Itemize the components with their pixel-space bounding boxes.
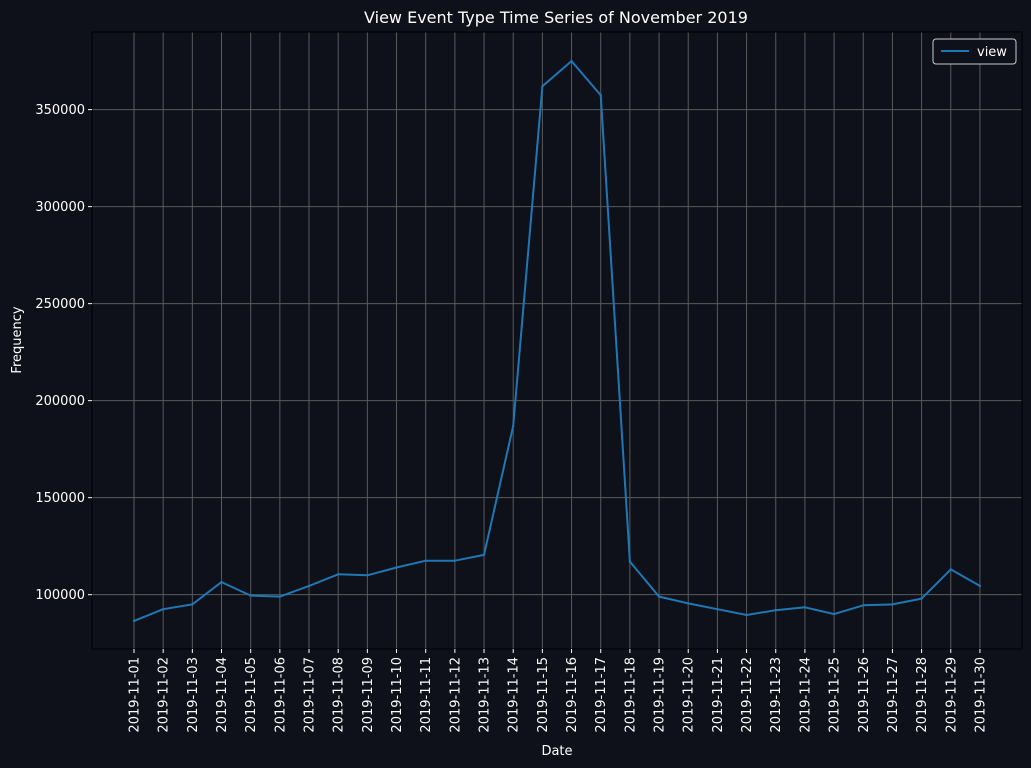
series-line-view — [133, 60, 981, 622]
y-tick-label: 250000 — [35, 297, 85, 312]
data-point — [628, 560, 632, 563]
x-tick-label: 2019-11-09 — [361, 657, 376, 733]
data-point — [599, 93, 602, 97]
x-tick-label: 2019-11-07 — [303, 657, 318, 733]
data-point — [366, 574, 369, 577]
plot-frame — [91, 31, 1023, 650]
data-point — [949, 568, 952, 571]
legend: view — [932, 38, 1017, 65]
data-point — [716, 608, 719, 611]
data-point — [161, 608, 165, 611]
data-point — [132, 619, 136, 623]
data-point — [891, 603, 894, 606]
data-point — [482, 553, 486, 557]
x-tick-label: 2019-11-17 — [594, 657, 609, 733]
series-layer — [132, 59, 982, 623]
x-tick-label: 2019-11-26 — [857, 657, 872, 733]
x-tick-label: 2019-11-06 — [273, 657, 288, 733]
data-point — [220, 580, 223, 584]
x-tick-label: 2019-11-10 — [390, 657, 405, 733]
x-tick-label: 2019-11-08 — [332, 657, 347, 733]
data-point — [920, 597, 923, 600]
data-point — [570, 59, 573, 63]
legend-box — [932, 38, 1017, 65]
x-tick-label: 2019-11-03 — [186, 657, 201, 733]
chart-title: View Event Type Time Series of November … — [364, 8, 748, 27]
x-tick-label: 2019-11-21 — [711, 657, 726, 733]
data-point — [541, 85, 544, 88]
data-point — [424, 559, 427, 562]
x-tick-label: 2019-11-13 — [478, 657, 493, 733]
y-axis: 100000 150000 200000 250000 300000 350000 — [35, 103, 92, 603]
x-axis: 2019-11-01 2019-11-02 2019-11-03 2019-11-04… — [128, 649, 988, 733]
data-point — [745, 613, 748, 617]
data-point — [774, 608, 777, 612]
x-tick-label: 2019-11-11 — [419, 657, 434, 733]
x-tick-label: 2019-11-20 — [682, 657, 697, 733]
y-axis-label: Frequency — [10, 306, 25, 373]
y-tick-label: 350000 — [35, 103, 85, 118]
x-tick-label: 2019-11-30 — [973, 657, 988, 733]
x-tick-label: 2019-11-27 — [886, 657, 901, 733]
y-tick-label: 200000 — [35, 394, 85, 409]
x-tick-label: 2019-11-04 — [215, 657, 230, 733]
y-tick-label: 100000 — [35, 588, 85, 603]
data-point — [278, 595, 282, 598]
x-tick-label: 2019-11-19 — [653, 657, 668, 733]
data-point — [307, 584, 311, 588]
x-tick-label: 2019-11-25 — [828, 657, 843, 733]
x-tick-label: 2019-11-12 — [448, 657, 463, 733]
x-tick-label: 2019-11-29 — [944, 657, 959, 733]
data-point — [862, 604, 865, 607]
data-point — [657, 595, 661, 598]
legend-label-view: view — [977, 45, 1007, 60]
data-point — [512, 424, 515, 428]
data-point — [832, 612, 836, 616]
data-point — [687, 602, 690, 605]
x-tick-label: 2019-11-15 — [536, 657, 551, 733]
x-tick-label: 2019-11-18 — [623, 657, 638, 733]
grid-layer — [92, 32, 1022, 649]
x-tick-label: 2019-11-14 — [507, 657, 522, 733]
data-point — [395, 566, 398, 569]
y-tick-label: 150000 — [35, 491, 85, 506]
x-tick-label: 2019-11-16 — [565, 657, 580, 733]
x-tick-label: 2019-11-28 — [915, 657, 930, 733]
x-tick-label: 2019-11-23 — [769, 657, 784, 733]
data-point — [249, 594, 252, 597]
x-tick-label: 2019-11-02 — [157, 657, 172, 733]
data-point — [336, 573, 340, 576]
data-point — [453, 559, 457, 562]
data-point — [191, 603, 194, 606]
x-axis-label: Date — [541, 744, 572, 759]
x-tick-label: 2019-11-22 — [740, 657, 755, 733]
x-tick-label: 2019-11-24 — [798, 657, 813, 733]
data-point — [803, 606, 807, 609]
x-tick-label: 2019-11-01 — [128, 657, 143, 733]
y-tick-label: 300000 — [35, 200, 85, 215]
data-point — [978, 584, 982, 588]
x-tick-label: 2019-11-05 — [244, 657, 259, 733]
